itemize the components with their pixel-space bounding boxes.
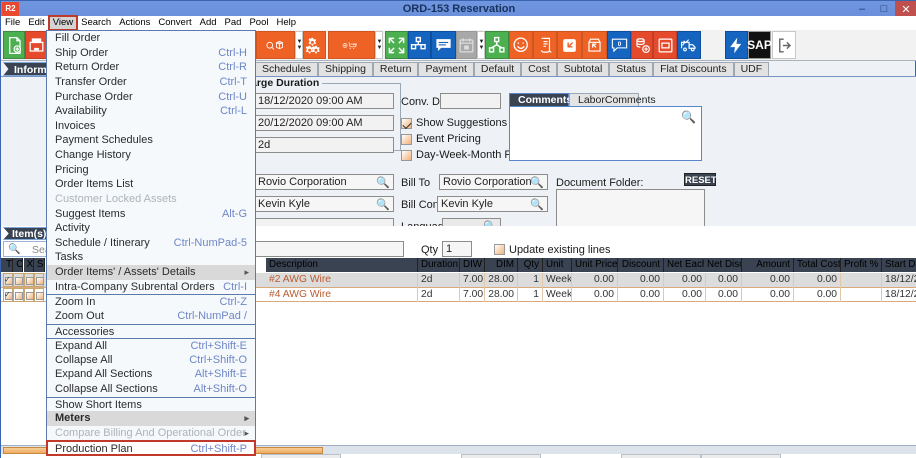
svg-text:IO: IO — [662, 43, 667, 49]
svg-text:PO: PO — [353, 43, 357, 46]
svg-text:0: 0 — [617, 41, 621, 48]
